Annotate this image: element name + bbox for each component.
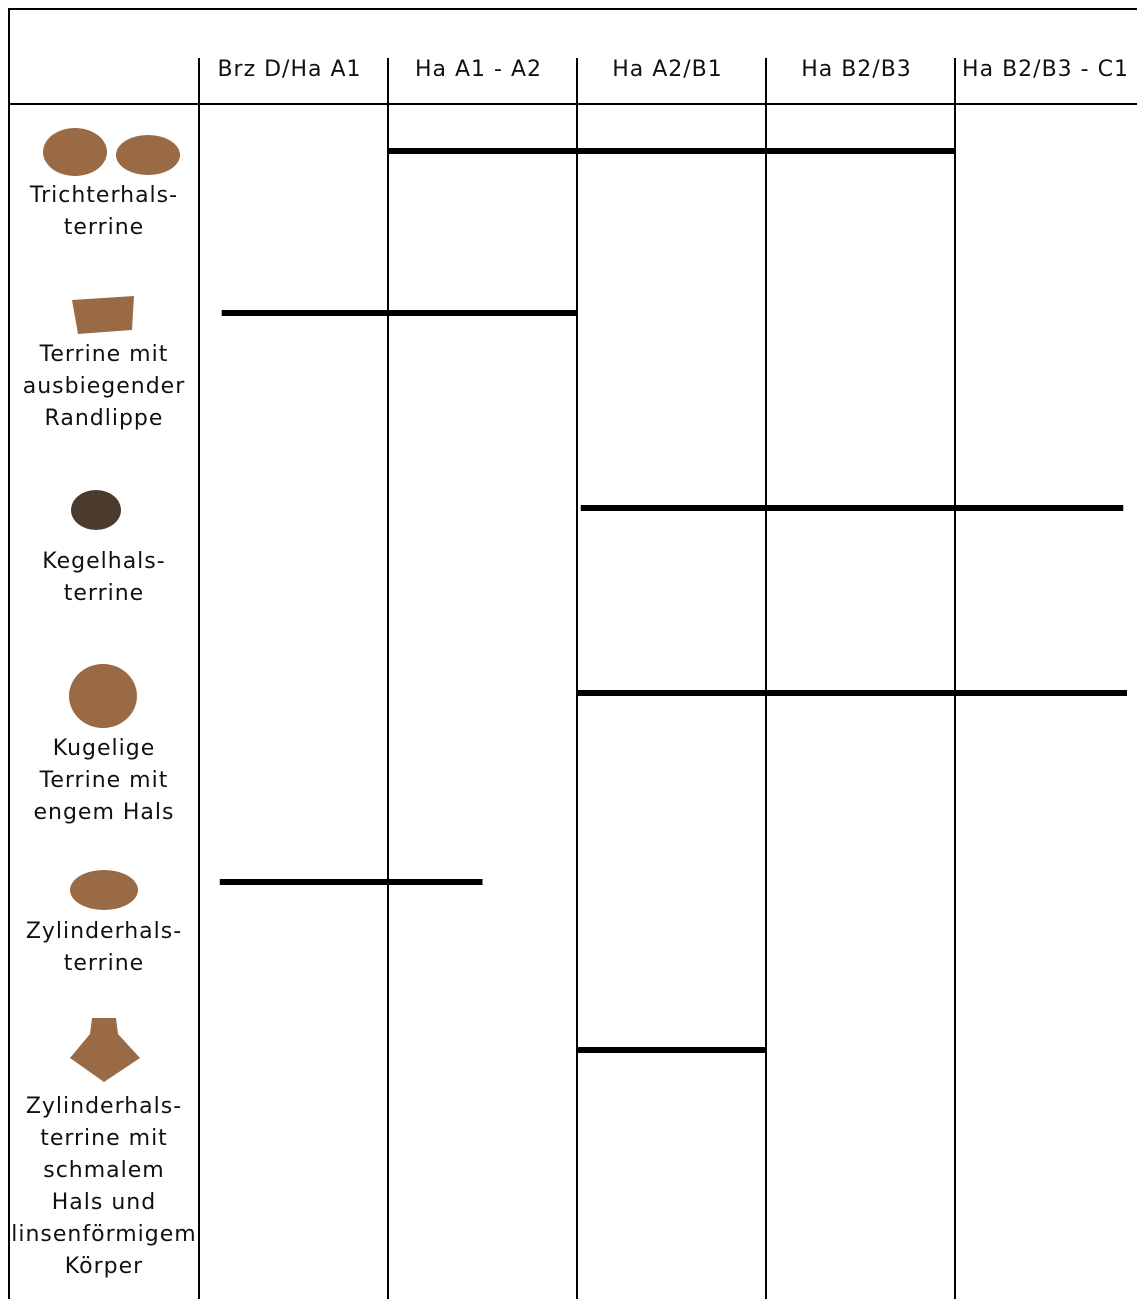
row-label: Körper — [65, 1254, 143, 1279]
row-label: Zylinderhals- — [26, 1094, 182, 1119]
row-label: Hals und — [52, 1190, 156, 1215]
vessel-icon — [70, 1018, 140, 1082]
vessel-icon — [72, 296, 134, 334]
vessel-icons — [43, 128, 180, 1082]
row-label: terrine — [64, 951, 144, 976]
row-label: ausbiegender — [23, 374, 186, 399]
row-label: Trichterhals- — [29, 183, 178, 208]
column-header: Ha A1 - A2 — [415, 57, 542, 82]
vessel-icon — [43, 128, 107, 176]
row-label: Terrine mit — [39, 342, 169, 367]
row-label: terrine — [64, 215, 144, 240]
vessel-icon — [70, 870, 138, 910]
vessel-icon — [116, 135, 180, 175]
column-header: Ha B2/B3 — [801, 57, 912, 82]
vessel-icon — [71, 490, 121, 530]
row-label: Kugelige — [53, 736, 156, 761]
row-label: linsenförmigem — [11, 1222, 196, 1247]
row-label: engem Hals — [33, 800, 174, 825]
row-label: Terrine mit — [39, 768, 169, 793]
row-label: terrine mit — [40, 1126, 168, 1151]
row-label: Randlippe — [45, 406, 164, 431]
column-header: Ha A2/B1 — [612, 57, 723, 82]
column-header: Ha B2/B3 - C1 — [962, 57, 1129, 82]
row-label: Kegelhals- — [42, 549, 165, 574]
row-label: Zylinderhals- — [26, 919, 182, 944]
row-label: terrine — [64, 581, 144, 606]
row-label: schmalem — [43, 1158, 165, 1183]
column-header: Brz D/Ha A1 — [217, 57, 361, 82]
vessel-icon — [69, 664, 137, 728]
